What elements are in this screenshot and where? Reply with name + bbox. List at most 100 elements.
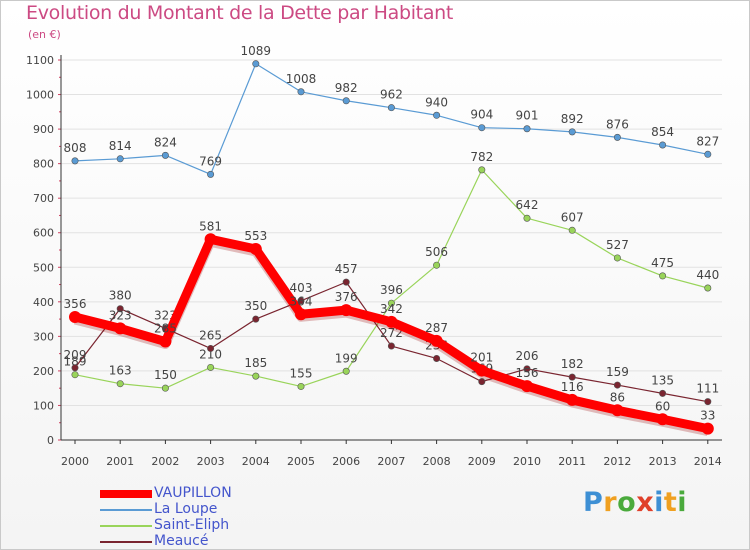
data-point bbox=[71, 157, 79, 165]
logo-letter: o bbox=[617, 487, 637, 518]
data-point bbox=[701, 422, 714, 435]
data-point bbox=[523, 365, 531, 373]
data-label: 182 bbox=[561, 357, 584, 371]
data-point bbox=[297, 88, 305, 96]
legend-swatch bbox=[100, 525, 152, 527]
data-point bbox=[523, 125, 531, 133]
data-label: 150 bbox=[154, 368, 177, 382]
chart-title: Evolution du Montant de la Dette par Hab… bbox=[26, 2, 454, 24]
data-label: 1089 bbox=[241, 44, 272, 58]
y-tick-label: 200 bbox=[33, 365, 54, 378]
data-point bbox=[161, 151, 169, 159]
proxiti-logo: Proxiti bbox=[583, 487, 687, 518]
data-label: 159 bbox=[606, 365, 629, 379]
logo-letter: i bbox=[654, 487, 664, 518]
data-point bbox=[568, 226, 576, 234]
data-point bbox=[433, 354, 441, 362]
x-tick-label: 2009 bbox=[468, 455, 496, 468]
data-point bbox=[385, 315, 398, 328]
x-tick-label: 2004 bbox=[242, 455, 270, 468]
data-label: 199 bbox=[335, 351, 358, 365]
logo-letter: x bbox=[636, 487, 655, 518]
data-point bbox=[114, 322, 127, 335]
x-tick-label: 2012 bbox=[603, 455, 631, 468]
data-label: 581 bbox=[199, 219, 222, 233]
data-label: 135 bbox=[651, 373, 674, 387]
data-point bbox=[252, 60, 260, 68]
chart-unit-label: (en €) bbox=[28, 28, 61, 41]
legend-swatch bbox=[100, 509, 152, 511]
data-label: 323 bbox=[109, 308, 132, 322]
y-tick-label: 700 bbox=[33, 192, 54, 205]
data-label: 876 bbox=[606, 117, 629, 131]
x-tick-label: 2000 bbox=[61, 455, 89, 468]
data-point bbox=[613, 133, 621, 141]
data-point bbox=[430, 334, 443, 347]
y-tick-label: 100 bbox=[33, 399, 54, 412]
data-point bbox=[207, 344, 215, 352]
data-point bbox=[69, 311, 81, 324]
y-tick-label: 300 bbox=[33, 330, 54, 343]
data-point bbox=[475, 364, 488, 377]
data-label: 201 bbox=[470, 351, 493, 365]
x-tick-label: 2014 bbox=[694, 455, 722, 468]
data-point bbox=[295, 308, 307, 321]
data-point bbox=[387, 299, 395, 307]
data-label: 60 bbox=[655, 399, 670, 413]
data-label: 854 bbox=[651, 125, 674, 139]
data-label: 901 bbox=[516, 109, 539, 123]
data-label: 403 bbox=[290, 281, 313, 295]
data-label: 155 bbox=[290, 366, 313, 380]
data-label: 111 bbox=[696, 382, 719, 396]
data-point bbox=[566, 393, 579, 406]
logo-letter: r bbox=[603, 487, 618, 518]
data-point bbox=[342, 278, 350, 286]
data-label: 553 bbox=[244, 229, 267, 243]
data-label: 642 bbox=[516, 198, 539, 212]
data-label: 982 bbox=[335, 81, 358, 95]
data-point bbox=[252, 372, 260, 380]
data-label: 824 bbox=[154, 135, 177, 149]
series-line-saint-eliph bbox=[74, 169, 708, 389]
data-label: 940 bbox=[425, 95, 448, 109]
y-tick-label: 900 bbox=[33, 123, 54, 136]
data-label: 506 bbox=[425, 245, 448, 259]
data-point bbox=[659, 272, 667, 280]
data-label: 342 bbox=[380, 302, 403, 316]
data-point bbox=[342, 97, 350, 105]
data-point bbox=[340, 304, 353, 317]
legend-label: Saint-Eliph bbox=[154, 517, 230, 533]
data-label: 527 bbox=[606, 238, 629, 252]
data-point bbox=[204, 233, 217, 246]
data-point bbox=[433, 261, 441, 269]
legend-swatch bbox=[100, 490, 152, 498]
x-tick-label: 2001 bbox=[106, 455, 134, 468]
data-label: 206 bbox=[516, 349, 539, 363]
x-tick-label: 2007 bbox=[377, 455, 405, 468]
data-label: 156 bbox=[516, 366, 539, 380]
data-point bbox=[116, 305, 124, 313]
legend-label: La Loupe bbox=[154, 501, 218, 517]
data-point bbox=[659, 141, 667, 149]
data-label: 210 bbox=[199, 347, 222, 361]
data-label: 814 bbox=[109, 139, 132, 153]
data-label: 287 bbox=[425, 321, 448, 335]
y-tick-label: 600 bbox=[33, 227, 54, 240]
x-tick-label: 2010 bbox=[513, 455, 541, 468]
data-point bbox=[659, 389, 667, 397]
data-label: 33 bbox=[700, 409, 715, 423]
data-point bbox=[478, 124, 486, 132]
y-tick-label: 0 bbox=[47, 434, 54, 447]
data-point bbox=[207, 170, 215, 178]
data-point bbox=[478, 378, 486, 386]
data-label: 209 bbox=[64, 348, 87, 362]
logo-letter: t bbox=[663, 487, 678, 518]
data-point bbox=[71, 371, 79, 379]
data-label: 607 bbox=[561, 210, 584, 224]
data-label: 1008 bbox=[286, 72, 317, 86]
x-tick-label: 2013 bbox=[649, 455, 677, 468]
data-label: 189 bbox=[64, 355, 87, 369]
data-label: 364 bbox=[290, 294, 313, 308]
data-point bbox=[249, 242, 262, 255]
